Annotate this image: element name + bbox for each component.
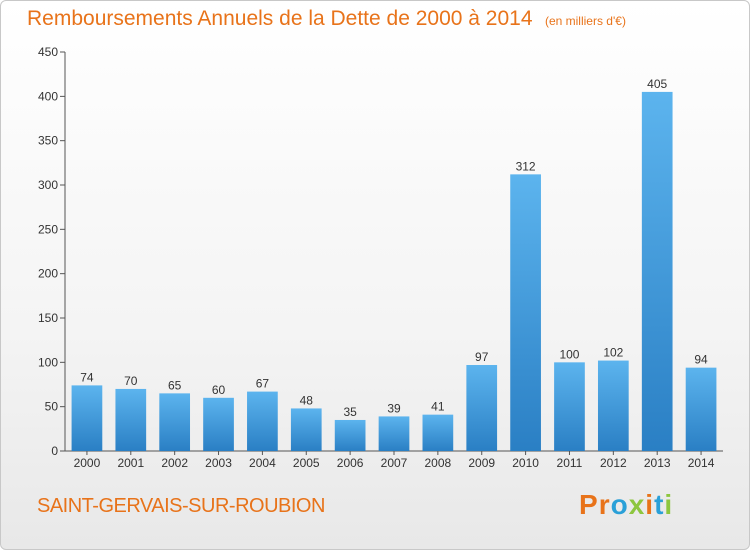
data-label-2010: 312 xyxy=(516,159,536,173)
x-tick-label-2007: 2007 xyxy=(381,456,408,470)
logo-letter: i xyxy=(664,489,674,520)
bar-2006 xyxy=(334,419,366,451)
bar-2000 xyxy=(71,385,103,451)
logo-letter: i xyxy=(645,489,655,520)
y-tick-label: 250 xyxy=(38,222,58,236)
x-tick-label-2010: 2010 xyxy=(512,456,539,470)
logo-letter: r xyxy=(598,489,611,520)
chart-title: Remboursements Annuels de la Dette de 20… xyxy=(27,7,533,30)
x-tick-label-2006: 2006 xyxy=(337,456,364,470)
x-tick-label-2012: 2012 xyxy=(600,456,627,470)
data-label-2011: 100 xyxy=(559,347,579,361)
proxiti-logo[interactable]: Proxiti xyxy=(579,489,673,521)
x-tick-label-2013: 2013 xyxy=(644,456,671,470)
x-tick-label-2009: 2009 xyxy=(468,456,495,470)
x-tick-label-2011: 2011 xyxy=(557,456,583,470)
data-label-2000: 74 xyxy=(80,370,94,384)
commune-name: SAINT-GERVAIS-SUR-ROUBION xyxy=(37,495,325,517)
y-tick-label: 100 xyxy=(38,355,58,369)
bar-2005 xyxy=(290,408,322,451)
x-tick-label-2004: 2004 xyxy=(249,456,276,470)
logo-letter: t xyxy=(654,489,665,520)
data-label-2007: 39 xyxy=(387,401,401,415)
logo-letter: x xyxy=(628,489,646,520)
bar-2002 xyxy=(159,393,191,451)
x-tick-label-2002: 2002 xyxy=(161,456,188,470)
x-tick-label-2000: 2000 xyxy=(74,456,101,470)
data-label-2005: 48 xyxy=(300,393,314,407)
x-axis: 2000 2001 2002 2003 2004 2005 2006 2007 2008 2009… xyxy=(65,450,723,470)
bar-2011 xyxy=(554,362,585,451)
bars xyxy=(71,91,717,452)
y-tick-label: 400 xyxy=(38,89,58,103)
data-label-2001: 70 xyxy=(124,374,138,388)
bar-2012 xyxy=(597,360,629,451)
chart-header: Remboursements Annuels de la Dette de 20… xyxy=(27,7,626,31)
data-label-2003: 60 xyxy=(212,383,226,397)
y-tick-label: 200 xyxy=(38,267,58,281)
y-tick-label: 0 xyxy=(51,444,58,458)
x-tick-label-2008: 2008 xyxy=(425,456,452,470)
data-label-2014: 94 xyxy=(694,353,708,367)
y-axis: 0 50 100 150 200 250 300 350 400 450 xyxy=(38,45,66,458)
y-tick-label: 450 xyxy=(38,45,58,59)
bar-2004 xyxy=(247,391,278,451)
bar-2010 xyxy=(510,174,541,452)
x-tick-label-2003: 2003 xyxy=(205,456,232,470)
data-label-2002: 65 xyxy=(168,378,182,392)
logo-letter: o xyxy=(610,489,629,520)
data-label-2009: 97 xyxy=(475,350,489,364)
data-label-2012: 102 xyxy=(603,346,623,360)
data-label-2008: 41 xyxy=(431,400,445,414)
data-label-2006: 35 xyxy=(343,405,357,419)
y-tick-label: 150 xyxy=(38,311,58,325)
y-tick-label: 350 xyxy=(38,134,58,148)
x-tick-label-2001: 2001 xyxy=(117,456,144,470)
bar-2013 xyxy=(641,91,673,452)
bar-2007 xyxy=(378,416,410,451)
chart-subtitle: (en milliers d'€) xyxy=(544,14,626,28)
data-label-2013: 405 xyxy=(647,77,667,91)
bar-2001 xyxy=(115,388,147,451)
bar-2009 xyxy=(466,364,498,451)
y-tick-label: 50 xyxy=(45,400,59,414)
logo-letter: P xyxy=(579,489,599,520)
bar-2014 xyxy=(685,367,717,451)
data-label-2004: 67 xyxy=(256,377,270,391)
data-labels: 74 70 65 60 67 48 35 39 41 97 312 100 102 405 94 xyxy=(80,77,708,419)
bar-2003 xyxy=(203,397,234,451)
x-tick-label-2014: 2014 xyxy=(688,456,715,470)
bar-2008 xyxy=(422,414,454,451)
y-tick-label: 300 xyxy=(38,178,58,192)
x-tick-label-2005: 2005 xyxy=(293,456,320,470)
